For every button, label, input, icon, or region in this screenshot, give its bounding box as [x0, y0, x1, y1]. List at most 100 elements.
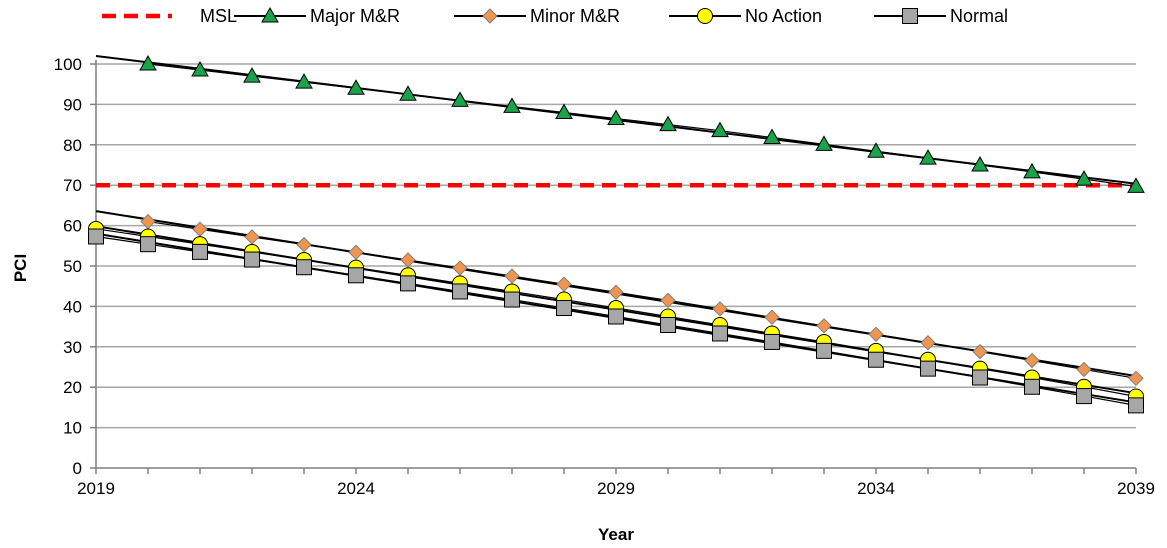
point-normal-2035 — [920, 360, 936, 377]
series-line-major-m-r — [147, 63, 1137, 188]
legend-item-major-m-r: Major M&R — [234, 6, 400, 26]
series-normal — [88, 228, 1144, 414]
point-major-m-r-2035 — [919, 149, 937, 165]
point-minor-m-r-2033 — [816, 318, 832, 334]
legend-marker-no-action — [697, 8, 713, 24]
point-minor-m-r-2037 — [1024, 352, 1040, 369]
point-normal-2034 — [868, 351, 884, 368]
point-major-m-r-2030 — [659, 115, 677, 132]
axes — [90, 60, 1137, 474]
point-normal-2037 — [1024, 378, 1040, 395]
point-major-m-r-2022 — [243, 67, 261, 83]
point-minor-m-r-2035 — [920, 335, 936, 351]
point-normal-2030 — [660, 316, 676, 333]
legend-marker-minor-m-r — [482, 8, 498, 24]
legend-item-normal: Normal — [874, 6, 1008, 26]
point-minor-m-r-2025 — [400, 252, 416, 268]
point-minor-m-r-2027 — [504, 268, 520, 284]
point-normal-2026 — [452, 283, 468, 300]
point-major-m-r-2031 — [711, 121, 729, 138]
legend-marker-major-m-r — [261, 6, 279, 23]
point-major-m-r-2023 — [295, 73, 313, 89]
point-normal-2023 — [296, 259, 312, 276]
legend-label-major-m-r: Major M&R — [310, 6, 400, 26]
point-minor-m-r-2023 — [296, 236, 312, 253]
y-tick-label-30: 30 — [63, 338, 82, 357]
legend-item-minor-m-r: Minor M&R — [454, 6, 620, 26]
point-major-m-r-2027 — [503, 97, 521, 113]
point-major-m-r-2025 — [399, 85, 417, 101]
point-major-m-r-2020 — [139, 54, 157, 71]
point-minor-m-r-2034 — [868, 326, 884, 342]
legend-marker-normal — [902, 8, 918, 24]
point-normal-2022 — [244, 251, 260, 268]
y-tick-label-50: 50 — [63, 257, 82, 276]
series-minor-m-r — [95, 210, 1144, 387]
x-tick-label-2039: 2039 — [1117, 479, 1155, 498]
point-normal-2039 — [1128, 397, 1144, 414]
y-tick-label-80: 80 — [63, 136, 82, 155]
point-normal-2024 — [348, 267, 364, 284]
legend-label-minor-m-r: Minor M&R — [530, 6, 620, 26]
x-tick-label-2019: 2019 — [77, 479, 115, 498]
legend-item-no-action: No Action — [669, 6, 822, 26]
legend-label-normal: Normal — [950, 6, 1008, 26]
point-major-m-r-2037 — [1023, 162, 1041, 179]
y-tick-label-0: 0 — [73, 459, 82, 478]
point-major-m-r-2028 — [555, 103, 573, 119]
point-normal-2032 — [764, 333, 780, 350]
legend-label-msl: MSL — [200, 6, 237, 26]
point-minor-m-r-2022 — [244, 229, 260, 245]
point-normal-2029 — [608, 308, 624, 325]
point-major-m-r-2024 — [347, 79, 365, 95]
tick-labels: 0 10 20 30 40 50 60 70 80 90 100 2019 2024 2029 2034 20… — [54, 55, 1155, 498]
point-major-m-r-2038 — [1075, 170, 1093, 186]
point-minor-m-r-2030 — [660, 292, 676, 309]
point-major-m-r-2034 — [867, 142, 885, 158]
point-normal-2028 — [556, 300, 572, 317]
legend: MSL Major M&R Minor M&R No Action Normal — [102, 6, 1008, 26]
x-tick-label-2029: 2029 — [597, 479, 635, 498]
point-minor-m-r-2028 — [556, 276, 572, 292]
series-line-minor-m-r — [147, 220, 1137, 379]
x-tick-label-2034: 2034 — [857, 479, 895, 498]
x-axis-title: Year — [598, 525, 634, 544]
point-minor-m-r-2026 — [452, 260, 468, 276]
point-major-m-r-2021 — [191, 61, 209, 77]
point-normal-2031 — [712, 325, 728, 342]
y-axis-title: PCI — [11, 254, 30, 282]
point-major-m-r-2032 — [763, 128, 781, 145]
legend-label-no-action: No Action — [745, 6, 822, 26]
point-major-m-r-2026 — [451, 91, 469, 107]
point-normal-2025 — [400, 275, 416, 292]
point-minor-m-r-2032 — [764, 309, 780, 326]
point-major-m-r-2036 — [971, 155, 989, 172]
y-tick-label-90: 90 — [63, 95, 82, 114]
point-normal-2038 — [1076, 388, 1092, 405]
y-tick-label-20: 20 — [63, 378, 82, 397]
point-major-m-r-2029 — [607, 109, 625, 126]
point-normal-2019 — [88, 228, 104, 245]
point-minor-m-r-2021 — [192, 221, 208, 237]
point-minor-m-r-2036 — [972, 343, 988, 360]
point-normal-2021 — [192, 243, 208, 260]
point-minor-m-r-2039 — [1128, 370, 1144, 387]
point-minor-m-r-2024 — [348, 244, 364, 260]
point-minor-m-r-2031 — [712, 301, 728, 317]
legend-item-msl: MSL — [102, 6, 237, 26]
point-major-m-r-2039 — [1127, 177, 1145, 193]
point-normal-2036 — [972, 369, 988, 386]
point-normal-2020 — [140, 236, 156, 253]
point-normal-2027 — [504, 291, 520, 308]
y-tick-label-70: 70 — [63, 176, 82, 195]
y-tick-label-100: 100 — [54, 55, 82, 74]
point-minor-m-r-2038 — [1076, 361, 1092, 378]
point-major-m-r-2033 — [815, 135, 833, 151]
x-tick-label-2024: 2024 — [337, 479, 375, 498]
point-normal-2033 — [816, 342, 832, 359]
point-minor-m-r-2029 — [608, 284, 624, 300]
series-layer — [88, 54, 1145, 414]
point-minor-m-r-2020 — [140, 213, 156, 230]
y-tick-label-60: 60 — [63, 217, 82, 236]
